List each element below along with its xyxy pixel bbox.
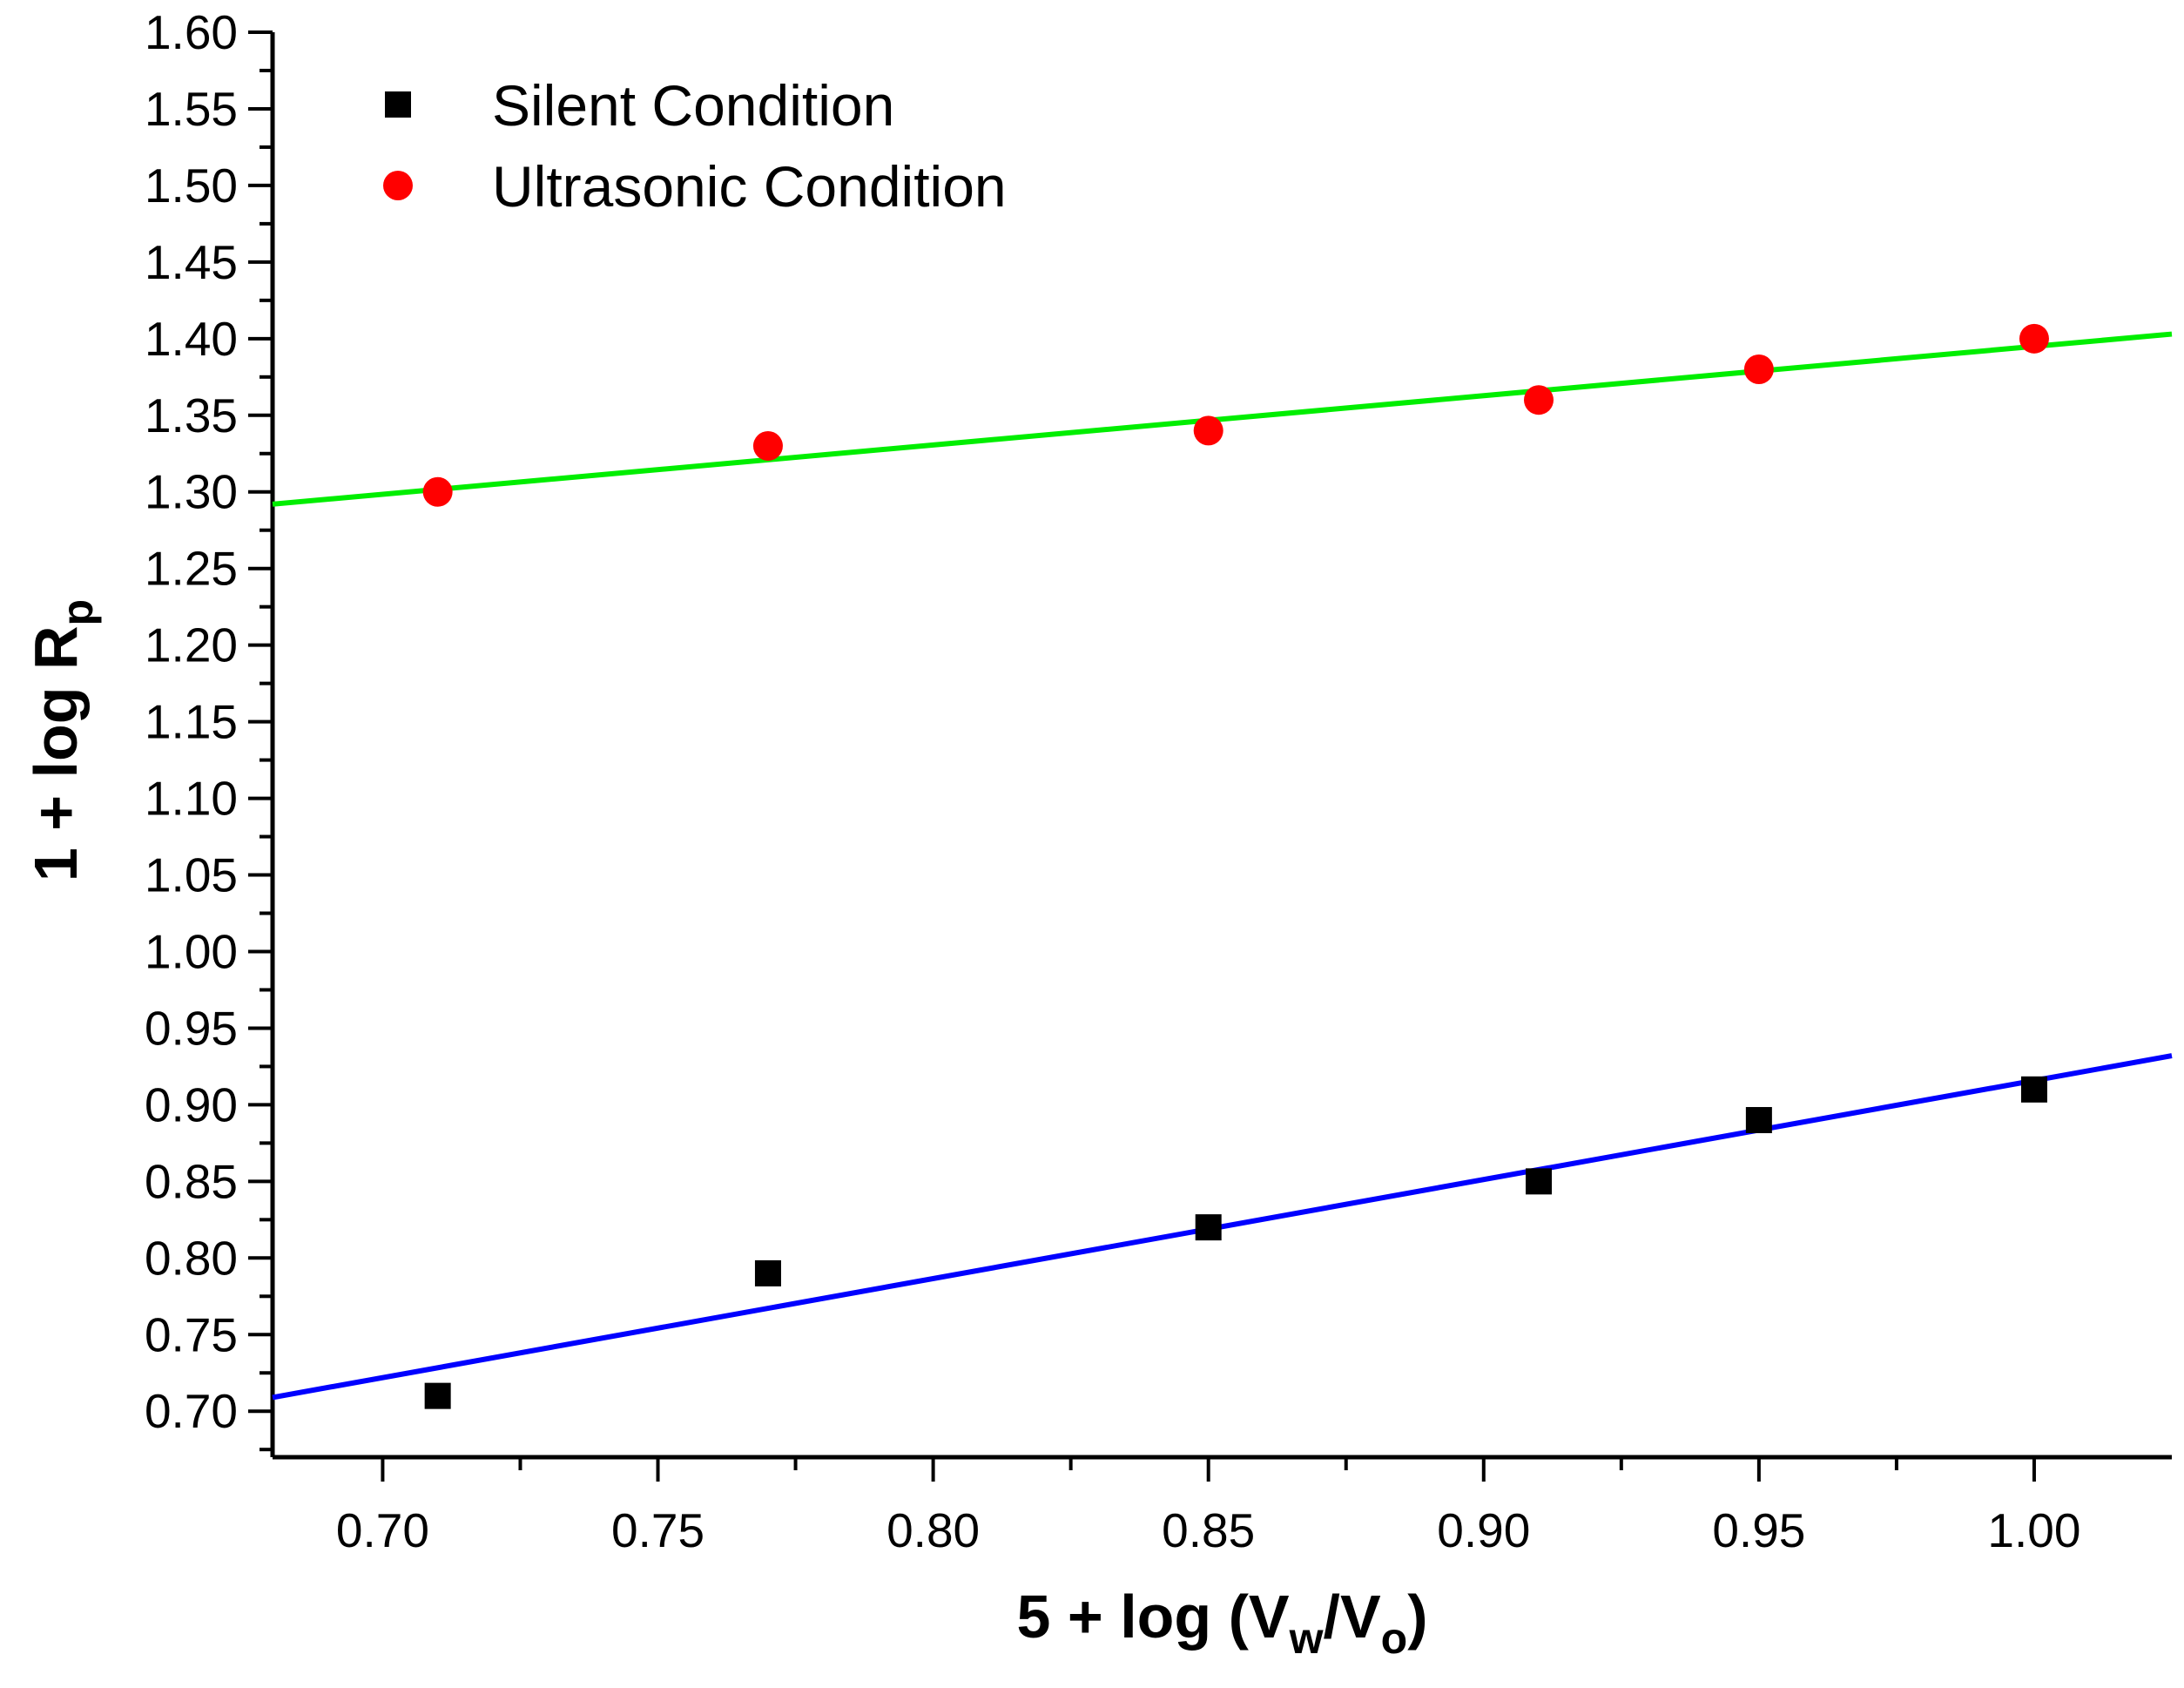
y-tick-label: 1.55 <box>145 82 238 136</box>
y-tick-label: 1.05 <box>145 848 238 902</box>
x-tick-label: 0.90 <box>1437 1503 1530 1557</box>
x-tick-label: 1.00 <box>1987 1503 2080 1557</box>
y-tick-label: 1.60 <box>145 5 238 59</box>
ultrasonic-data-point <box>422 476 453 507</box>
silent-data-point <box>2020 1076 2047 1103</box>
silent-fit-line <box>272 1053 2173 1401</box>
ultrasonic-fit-line <box>272 331 2173 507</box>
legend-marker-silent <box>385 91 411 118</box>
y-tick-label: 1.45 <box>145 235 238 289</box>
y-tick-label: 0.95 <box>145 1001 238 1055</box>
x-tick-label: 0.80 <box>886 1503 980 1557</box>
ultrasonic-data-point <box>752 430 783 461</box>
y-tick-label: 1.15 <box>145 695 238 749</box>
y-tick-label: 1.25 <box>145 542 238 596</box>
y-tick-label: 1.40 <box>145 312 238 366</box>
ultrasonic-data-point <box>2019 323 2049 354</box>
y-tick-label: 0.75 <box>145 1307 238 1361</box>
y-tick-label: 1.30 <box>145 465 238 519</box>
legend: Silent Condition Ultrasonic Condition <box>383 73 1007 219</box>
y-tick-label: 0.85 <box>145 1154 238 1208</box>
y-tick-label: 1.10 <box>145 772 238 826</box>
y-tick-label: 0.70 <box>145 1384 238 1438</box>
x-tick-label: 0.95 <box>1712 1503 1805 1557</box>
silent-data-point <box>1526 1168 1552 1195</box>
x-tick-label: 0.85 <box>1162 1503 1255 1557</box>
y-tick-label: 1.50 <box>145 159 238 213</box>
x-tick-label: 0.70 <box>336 1503 429 1557</box>
silent-data-point <box>754 1259 781 1286</box>
silent-data-point <box>424 1382 451 1409</box>
fit-lines-group <box>272 331 2173 1401</box>
silent-data-point <box>1195 1214 1222 1241</box>
y-tick-label: 1.00 <box>145 924 238 978</box>
y-axis-title: 1 + log Rp <box>22 599 102 881</box>
y-tick-label: 0.80 <box>145 1231 238 1285</box>
y-tick-label: 1.35 <box>145 388 238 442</box>
legend-label-ultrasonic: Ultrasonic Condition <box>492 154 1007 219</box>
silent-data-point <box>1745 1106 1772 1133</box>
y-tick-label: 0.90 <box>145 1077 238 1131</box>
legend-label-silent: Silent Condition <box>492 73 894 138</box>
x-axis-title: 5 + log (Vw/Vo) <box>1016 1583 1427 1663</box>
axes-group: 0.70 0.75 0.80 0.85 0.90 0.95 1.00 1.05 1.10 1.15… <box>145 5 2172 1557</box>
ultrasonic-data-point <box>1743 354 1774 385</box>
ultrasonic-data-point <box>1193 415 1223 446</box>
y-tick-label: 1.20 <box>145 618 238 672</box>
legend-marker-ultrasonic <box>383 171 413 200</box>
ultrasonic-data-point <box>1524 385 1554 415</box>
x-tick-label: 0.75 <box>611 1503 704 1557</box>
data-points-group <box>422 323 2049 1409</box>
